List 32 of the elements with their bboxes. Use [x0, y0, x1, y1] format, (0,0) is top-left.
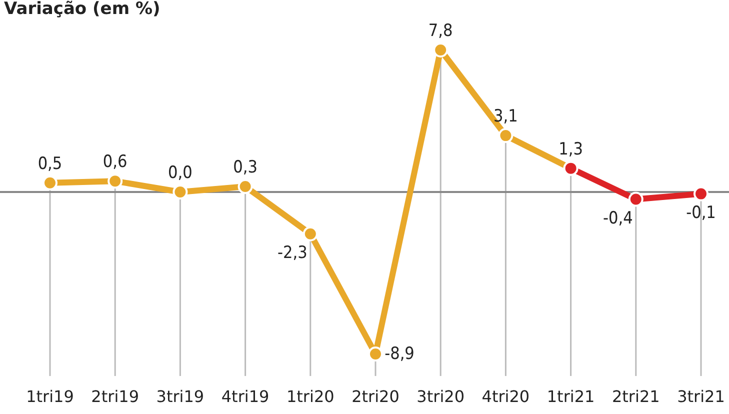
data-label: 7,8 [428, 21, 453, 41]
x-tick-label: 2tri19 [91, 387, 140, 406]
point [433, 42, 448, 58]
x-tick-label: 2tri20 [352, 387, 400, 406]
data-label: 0,5 [38, 154, 62, 174]
data-label: -2,3 [277, 242, 308, 263]
x-tick-label: 2tri21 [612, 387, 660, 406]
x-tick-label: 3tri21 [677, 387, 725, 406]
data-label: 0,0 [168, 162, 192, 183]
x-tick-label: 3tri20 [416, 387, 465, 406]
point [302, 226, 318, 242]
data-label: 3,1 [494, 106, 518, 127]
x-tick-label: 1tri21 [546, 387, 595, 406]
point [694, 186, 708, 202]
point [238, 179, 253, 194]
chart-title: Variação (em %) [4, 0, 160, 19]
point [108, 174, 123, 189]
data-label: -0,1 [686, 202, 716, 223]
data-label: -0,4 [602, 208, 633, 228]
point [42, 175, 58, 190]
x-tick-label: 1tri20 [286, 387, 334, 406]
x-tick-label: 4tri20 [482, 387, 530, 406]
point [368, 346, 383, 362]
x-tick-label: 3tri19 [156, 387, 204, 406]
x-tick-label: 1tri19 [26, 387, 74, 406]
x-tick-label: 4tri19 [221, 387, 270, 406]
data-label: 0,6 [102, 152, 128, 172]
point [498, 128, 514, 144]
data-label: 1,3 [558, 139, 583, 160]
data-label: 0,3 [233, 158, 258, 178]
point [628, 192, 644, 207]
data-label: -8,9 [384, 344, 414, 364]
